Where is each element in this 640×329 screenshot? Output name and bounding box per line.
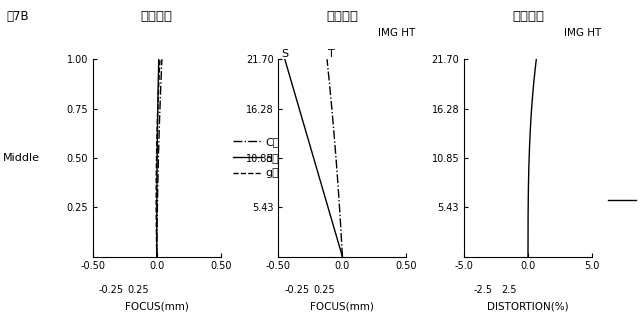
Text: DISTORTION(%): DISTORTION(%) [487, 301, 569, 311]
Text: 2.5: 2.5 [502, 285, 517, 294]
Text: -0.25: -0.25 [284, 285, 310, 294]
Legend: C線, d線, g線: C線, d線, g線 [233, 138, 279, 178]
Text: Middle: Middle [3, 153, 40, 163]
Text: 非点収差: 非点収差 [326, 10, 358, 23]
Text: -0.25: -0.25 [99, 285, 124, 294]
Text: FOCUS(mm): FOCUS(mm) [125, 301, 189, 311]
Text: IMG HT: IMG HT [564, 28, 601, 38]
Text: IMG HT: IMG HT [378, 28, 415, 38]
Text: 歪曲収差: 歪曲収差 [512, 10, 544, 23]
Text: 0.25: 0.25 [127, 285, 149, 294]
Text: 図7B: 図7B [6, 10, 29, 23]
Text: FOCUS(mm): FOCUS(mm) [310, 301, 374, 311]
Legend: d線: d線 [604, 192, 640, 211]
Text: 0.25: 0.25 [313, 285, 335, 294]
Text: 球面収差: 球面収差 [141, 10, 173, 23]
Text: S: S [281, 49, 289, 59]
Text: -2.5: -2.5 [473, 285, 492, 294]
Text: T: T [328, 49, 334, 59]
